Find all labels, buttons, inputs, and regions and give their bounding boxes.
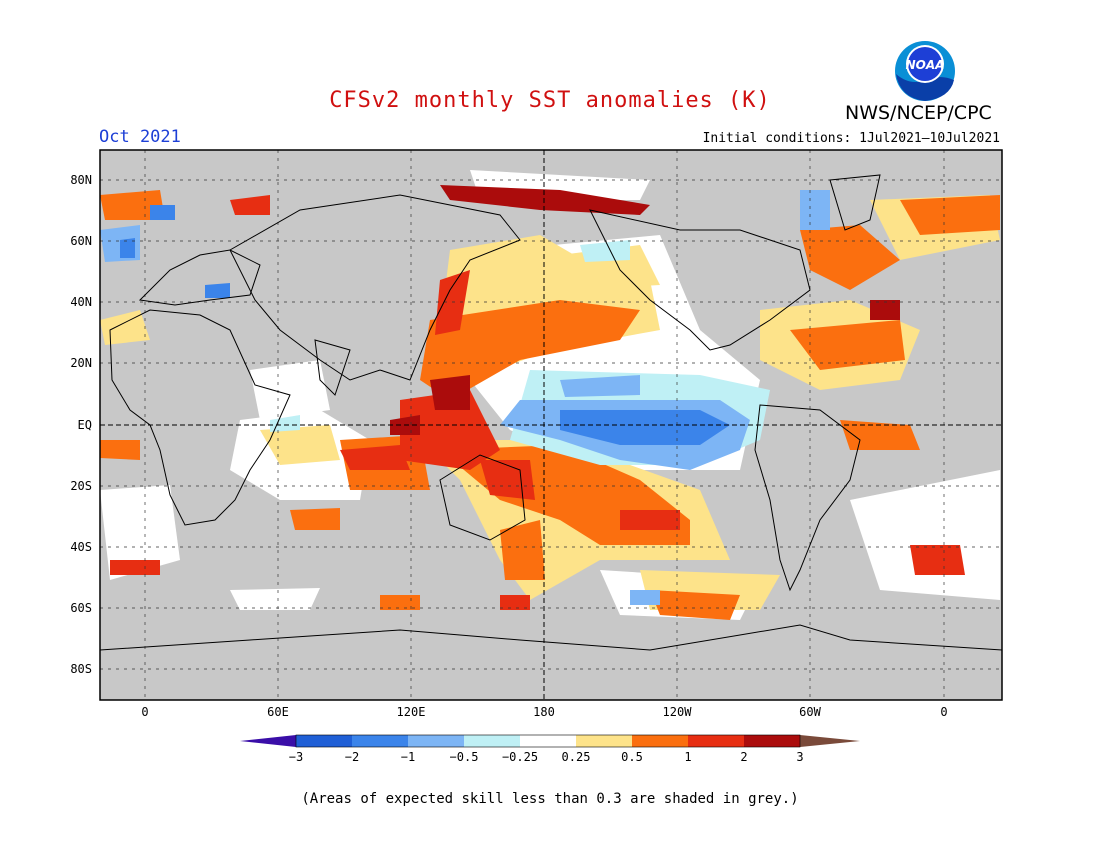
map-frame	[99, 149, 1003, 701]
lon-label: 0	[141, 705, 149, 719]
lat-label: 80N	[70, 173, 92, 187]
colorbar-tick: 0.5	[621, 750, 643, 764]
colorbar-tick: 2	[740, 750, 748, 764]
lat-label: 40N	[70, 295, 92, 309]
lat-label: EQ	[77, 418, 92, 432]
colorbar-segment	[632, 735, 688, 747]
very-strong-warm-regions	[390, 185, 900, 435]
colorbar-tick: −2	[344, 750, 360, 764]
noaa-logo-icon: NOAA	[895, 41, 955, 101]
skill-footnote: (Areas of expected skill less than 0.3 a…	[301, 791, 799, 807]
forecast-month: Oct 2021	[99, 127, 181, 147]
lon-label: 60W	[799, 705, 821, 719]
colorbar-tick: 0.25	[561, 750, 591, 764]
lon-label: 60E	[267, 705, 289, 719]
equator-dateline	[100, 150, 1002, 700]
lat-label: 40S	[70, 540, 92, 554]
organization-label: NWS/NCEP/CPC	[845, 102, 992, 124]
colorbar-segment	[520, 735, 576, 747]
colorbar-under-triangle	[240, 735, 296, 747]
initial-conditions: Initial conditions: 1Jul2021–10Jul2021	[702, 131, 1000, 146]
colorbar-segment	[408, 735, 464, 747]
map-title: CFSv2 monthly SST anomalies (K)	[329, 88, 771, 113]
strong-cool-regions	[120, 205, 730, 445]
colorbar-tick: −0.25	[501, 750, 539, 764]
lon-label: 120E	[396, 705, 426, 719]
colorbar-tick: −1	[400, 750, 416, 764]
colorbar-segment	[744, 735, 800, 747]
lat-label: 60S	[70, 601, 92, 615]
lon-label: 0	[940, 705, 948, 719]
logo-text: NOAA	[906, 58, 945, 72]
colorbar	[240, 734, 860, 748]
colorbar-tick: −3	[288, 750, 304, 764]
coastlines	[100, 174, 1002, 651]
colorbar-segment	[352, 735, 408, 747]
colorbar-segment	[296, 735, 352, 747]
colorbar-tick: 1	[684, 750, 692, 764]
lat-label: 80S	[70, 662, 92, 676]
lat-label: 60N	[70, 234, 92, 248]
colorbar-tick: 3	[796, 750, 804, 764]
lat-label: 20S	[70, 479, 92, 493]
colorbar-over-triangle	[800, 735, 860, 747]
lon-label: 180	[533, 705, 555, 719]
lon-label: 120W	[662, 705, 692, 719]
colorbar-tick: −0.5	[449, 750, 479, 764]
colorbar-segment	[576, 735, 632, 747]
lat-label: 20N	[70, 356, 92, 370]
colorbar-segment	[464, 735, 520, 747]
strong-warm-regions	[110, 195, 965, 610]
colorbar-segment	[688, 735, 744, 747]
